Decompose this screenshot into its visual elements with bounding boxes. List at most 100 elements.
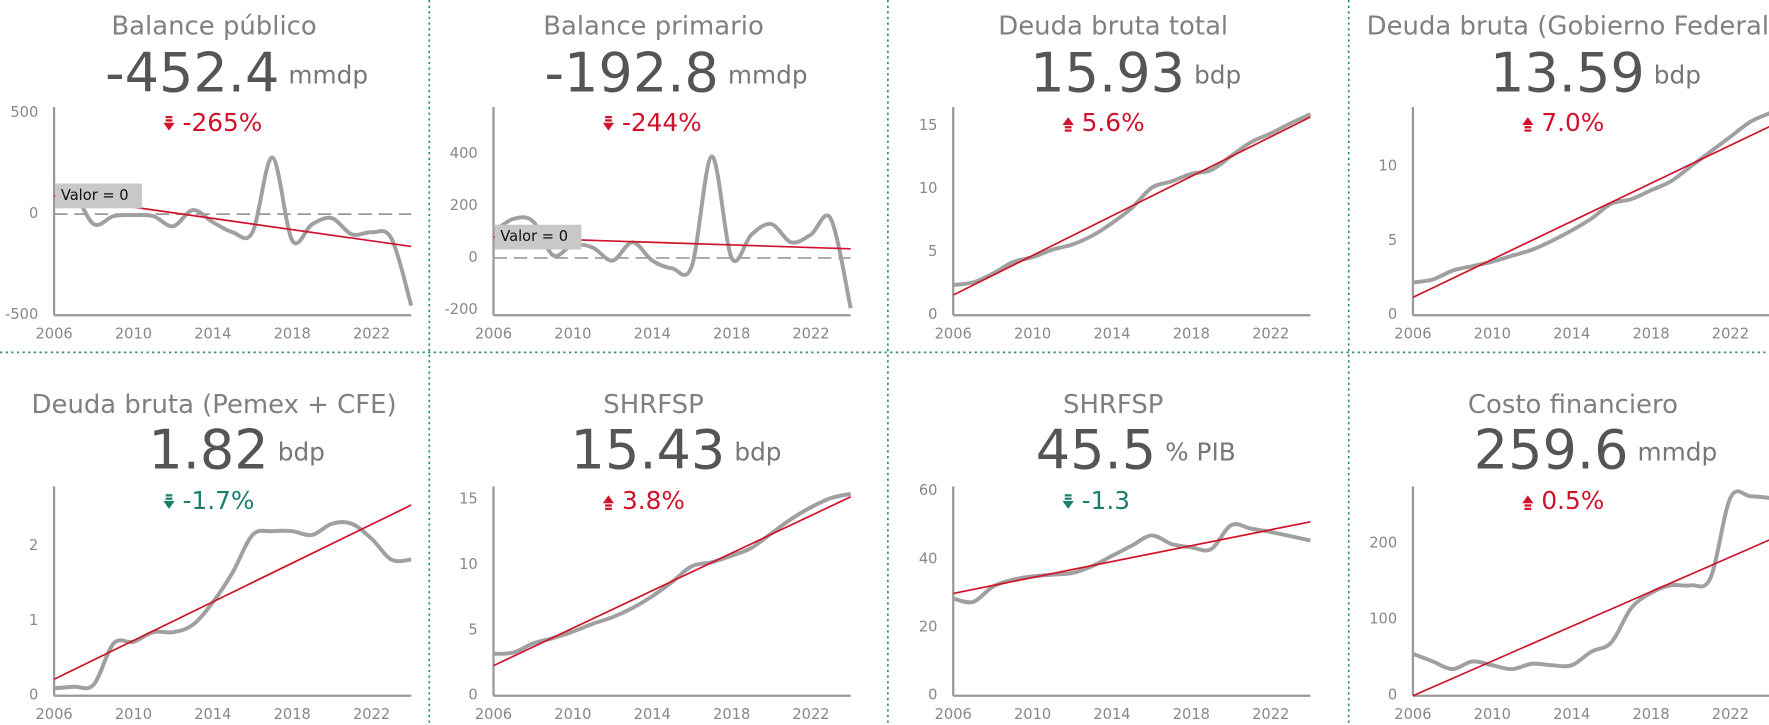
x-tick-label: 2018 (1173, 325, 1210, 342)
trend-line (493, 496, 852, 667)
change-arrow (1062, 117, 1074, 132)
y-tick-label: 15 (919, 117, 938, 134)
y-tick-label: 60 (919, 482, 938, 499)
kpi-value: 1.82 bdp (148, 418, 325, 481)
kpi-unit: bdp (734, 438, 781, 467)
x-tick-label: 2006 (35, 706, 72, 723)
panel: Balance primario-192.8 mmdp -244% -200 0 200 4… (445, 12, 853, 342)
change-arrow (1522, 495, 1534, 510)
plot (493, 491, 852, 667)
change-arrow (1062, 494, 1074, 509)
x-tick-label: 2010 (554, 325, 591, 342)
change: -1.7% (163, 486, 254, 515)
y-tick-label: -500 (5, 306, 38, 323)
change: -244% (602, 108, 702, 137)
plot (953, 112, 1312, 296)
trend-line (1412, 539, 1769, 697)
x-tick-label: 2014 (1093, 706, 1130, 723)
y-tick-label: 1 (29, 612, 38, 629)
x-tick-label: 2014 (634, 706, 671, 723)
x-tick-label: 2006 (35, 325, 72, 342)
kpi-unit: mmdp (728, 61, 808, 90)
trend-line (1412, 125, 1769, 299)
arrow-bar (605, 115, 612, 119)
arrow-head (163, 122, 175, 131)
y-tick-label: 200 (1369, 534, 1397, 551)
data-line (54, 155, 414, 307)
kpi-number: 259.6 (1474, 418, 1629, 481)
x-tick-label: 2014 (194, 706, 231, 723)
change: -1.3 (1062, 486, 1130, 515)
arrow-bar (605, 504, 612, 507)
x-tick-label: 2022 (353, 325, 390, 342)
x-tick-label: 2014 (194, 325, 231, 342)
x-tick-label: 2010 (115, 706, 152, 723)
y-tick-label: 0 (468, 687, 477, 704)
x-tick-label: 2022 (1252, 706, 1289, 723)
x-tick-label: 2022 (792, 325, 829, 342)
kpi-number: 15.93 (1030, 41, 1185, 104)
y-tick-label: 0 (928, 306, 937, 323)
data-line (953, 112, 1312, 287)
annotation-label: Valor = 0 (500, 228, 568, 245)
change-value: -1.7% (183, 486, 255, 515)
kpi-value: -192.8 mmdp (545, 41, 808, 104)
x-tick-label: 2022 (1712, 325, 1749, 342)
annotation-label: Valor = 0 (61, 187, 129, 204)
y-tick-label: 0 (928, 687, 937, 704)
x-tick-label: 2006 (475, 706, 512, 723)
plot (953, 520, 1311, 605)
y-tick-label: 10 (919, 180, 938, 197)
kpi-number: 15.43 (571, 418, 726, 481)
x-tick-label: 2010 (554, 706, 591, 723)
arrow-bar (165, 119, 173, 122)
kpi-unit: mmdp (288, 61, 368, 90)
change-arrow (163, 115, 175, 131)
kpi-unit: bdp (1194, 61, 1241, 90)
change-arrow (1522, 117, 1534, 132)
x-tick-label: 2018 (1173, 706, 1210, 723)
x-tick-label: 2006 (935, 325, 972, 342)
panel: Balance público-452.4 mmdp -265% -500 0 500 20… (5, 12, 414, 342)
x-tick-label: 2014 (1093, 325, 1130, 342)
change-arrow (602, 115, 615, 131)
change-value: 0.5% (1541, 486, 1604, 515)
change: -265% (163, 108, 262, 137)
y-tick-label: -200 (445, 301, 478, 318)
arrow-bar (1064, 126, 1072, 129)
x-tick-label: 2014 (1553, 325, 1590, 342)
plot (54, 504, 412, 691)
change-value: 3.8% (622, 486, 685, 515)
x-tick-label: 2006 (935, 706, 972, 723)
kpi-unit: mmdp (1638, 438, 1718, 467)
data-line (953, 522, 1311, 605)
x-tick-label: 2006 (1394, 325, 1431, 342)
x-tick-label: 2018 (1632, 706, 1669, 723)
arrow-head (1522, 495, 1534, 504)
panel-title: Deuda bruta total (998, 12, 1228, 42)
kpi-unit: bdp (278, 438, 325, 467)
x-tick-label: 2014 (1553, 706, 1590, 723)
arrow-bar (165, 497, 173, 500)
kpi-number: -452.4 (105, 41, 279, 104)
y-tick-label: 15 (459, 490, 478, 507)
y-tick-label: 40 (919, 550, 938, 567)
x-tick-label: 2010 (115, 325, 152, 342)
trend-line (953, 520, 1311, 595)
x-tick-label: 2018 (274, 325, 311, 342)
y-tick-label: 5 (1388, 232, 1397, 249)
x-tick-label: 2018 (713, 325, 750, 342)
y-tick-label: 0 (1388, 306, 1397, 323)
y-tick-label: 5 (928, 243, 937, 260)
arrow-head (1062, 500, 1074, 509)
panel: Deuda bruta (Gobierno Federal)13.59 bdp 7.… (1367, 12, 1769, 343)
x-tick-label: 2022 (1252, 325, 1289, 342)
x-tick-label: 2022 (353, 706, 390, 723)
arrow-bar (1524, 504, 1532, 507)
x-tick-label: 2010 (1474, 706, 1511, 723)
panel-title: Costo financiero (1468, 390, 1678, 420)
plot (1412, 489, 1769, 697)
